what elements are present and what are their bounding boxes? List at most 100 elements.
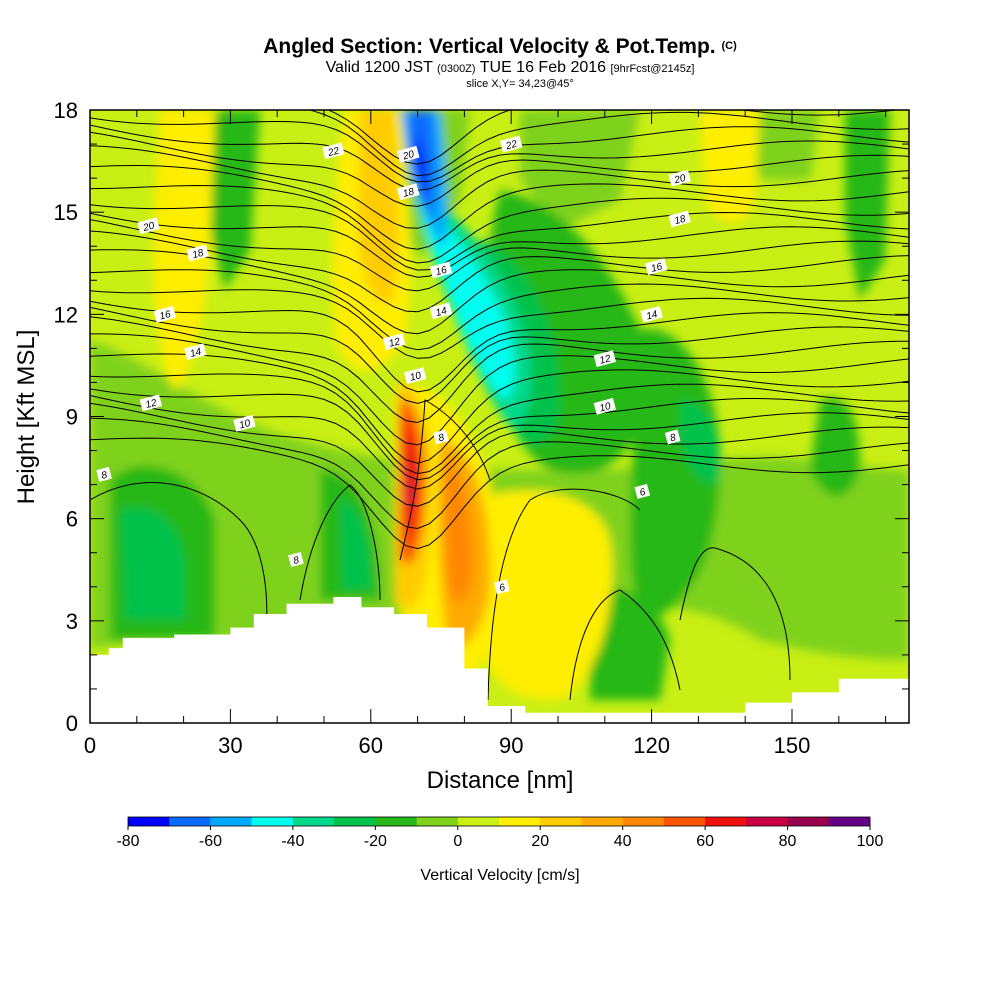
contour-label-box bbox=[186, 244, 209, 262]
theta-contour bbox=[90, 316, 909, 424]
terrain bbox=[90, 596, 909, 723]
colorbar-segment bbox=[334, 817, 376, 826]
colorbar-segment bbox=[787, 817, 830, 826]
contour-label-text: 6 bbox=[639, 487, 648, 499]
contour-label: 6 bbox=[634, 483, 651, 499]
contour-label: 12 bbox=[593, 350, 617, 367]
contour-label: 22 bbox=[322, 142, 345, 159]
valid-date: TUE 16 Feb 2016 bbox=[479, 59, 607, 76]
contour-label-box bbox=[184, 343, 207, 361]
theta-contour bbox=[90, 437, 909, 550]
y-tick-label: 3 bbox=[66, 609, 78, 634]
colorbar-segment bbox=[292, 817, 335, 826]
contour-label-text: 18 bbox=[402, 186, 416, 200]
x-tick-label: 0 bbox=[84, 733, 96, 758]
theta-contour bbox=[487, 488, 641, 701]
theta-contour bbox=[90, 482, 268, 641]
contour-label-text: 10 bbox=[409, 370, 423, 384]
theta-contour bbox=[90, 395, 909, 490]
y-tick-labels: 0 3 6 9 12 15 18 bbox=[54, 98, 78, 736]
theta-contour bbox=[90, 402, 909, 507]
field-green bbox=[590, 587, 670, 700]
theta-contour bbox=[90, 145, 909, 229]
theta-contour bbox=[90, 269, 909, 351]
theta-contour bbox=[307, 110, 909, 177]
theta-contour bbox=[90, 306, 909, 404]
x-tick-labels: 0 30 60 90 120 150 bbox=[84, 733, 810, 758]
contour-label-text: 18 bbox=[673, 214, 687, 228]
slice-info: slice X,Y= 34,23@45° bbox=[466, 78, 574, 90]
plot-area: 22 22 20 20 20 18 18 18 16 16 16 14 14 14 12 12 12 10 10 10… bbox=[90, 110, 909, 723]
contour-label-text: 16 bbox=[158, 309, 172, 323]
colorbar-segment bbox=[375, 817, 417, 826]
colorbar-segment bbox=[251, 817, 294, 826]
contour-label: 18 bbox=[186, 244, 209, 262]
field-orange bbox=[358, 110, 399, 302]
colorbar-tick-label: -80 bbox=[116, 833, 139, 850]
y-tick-label: 18 bbox=[54, 98, 78, 123]
contour-label-box bbox=[634, 483, 651, 499]
colorbar-segment bbox=[705, 817, 747, 826]
valid-utc: (0300Z) bbox=[437, 63, 476, 75]
colorbar-segment bbox=[746, 817, 788, 826]
contour-label-text: 20 bbox=[672, 173, 687, 187]
y-tick-label: 15 bbox=[54, 200, 78, 225]
field-lightgreen bbox=[740, 110, 820, 180]
colorbar-segment bbox=[540, 817, 582, 826]
y-tick-label: 12 bbox=[54, 302, 78, 327]
x-tick-label: 90 bbox=[499, 733, 523, 758]
contour-label-text: 16 bbox=[435, 265, 449, 279]
contour-label-box bbox=[433, 429, 449, 445]
contour-label: 16 bbox=[645, 258, 668, 276]
contour-label-box bbox=[645, 258, 668, 276]
contour-label: 10 bbox=[233, 414, 256, 432]
colorbar-segment bbox=[622, 817, 665, 826]
contour-label-text: 8 bbox=[100, 470, 109, 482]
contour-label-text: 6 bbox=[498, 582, 507, 594]
field-yellow bbox=[153, 110, 215, 390]
colorbar-tick-label: 100 bbox=[857, 833, 884, 850]
colorbar-tick-label: 60 bbox=[696, 833, 714, 850]
x-tick-label: 120 bbox=[633, 733, 670, 758]
contour-label-box bbox=[404, 367, 427, 385]
contour-label: 14 bbox=[640, 305, 663, 323]
contour-label-text: 8 bbox=[292, 555, 301, 567]
theta-contour bbox=[90, 249, 909, 335]
colorbar-segment bbox=[128, 817, 170, 826]
contour-label-box bbox=[593, 397, 617, 415]
field-midgreen bbox=[340, 500, 372, 590]
contour-label-box bbox=[139, 394, 163, 412]
colorbar-title: Vertical Velocity [cm/s] bbox=[420, 867, 579, 884]
forecast-info: [9hrFcst@2145z] bbox=[610, 63, 695, 75]
contour-label-text: 14 bbox=[189, 346, 203, 360]
theta-contour bbox=[90, 219, 909, 292]
contour-label: 18 bbox=[397, 183, 420, 201]
contour-label: 12 bbox=[382, 333, 406, 350]
field-midgreen bbox=[120, 507, 185, 620]
colorbar-segment bbox=[663, 817, 706, 826]
theta-contour bbox=[399, 399, 491, 561]
field-red bbox=[405, 460, 413, 510]
contour-label: 8 bbox=[433, 429, 449, 445]
contour-label: 8 bbox=[288, 552, 304, 567]
field-midgreen bbox=[680, 400, 721, 484]
contour-label-box bbox=[668, 210, 691, 228]
theta-contour bbox=[327, 110, 900, 165]
colorbar-frame bbox=[127, 816, 871, 827]
contour-label-box bbox=[494, 579, 510, 595]
contour-label-text: 22 bbox=[504, 139, 519, 153]
colorbar bbox=[127, 816, 871, 830]
contour-label-box bbox=[499, 135, 523, 153]
theta-contour bbox=[90, 388, 909, 481]
colorbar-tick-label: 0 bbox=[453, 833, 462, 850]
field-lightgreen bbox=[520, 110, 640, 230]
contour-label-text: 12 bbox=[388, 336, 402, 350]
theta-contour bbox=[90, 124, 909, 191]
colorbar-segment bbox=[499, 817, 541, 826]
colorbar-tick-label: 80 bbox=[779, 833, 797, 850]
theta-contour bbox=[90, 164, 909, 250]
colorbar-tick-label: 40 bbox=[614, 833, 632, 850]
contour-label-text: 8 bbox=[669, 432, 678, 444]
contour-label-box bbox=[664, 429, 681, 445]
